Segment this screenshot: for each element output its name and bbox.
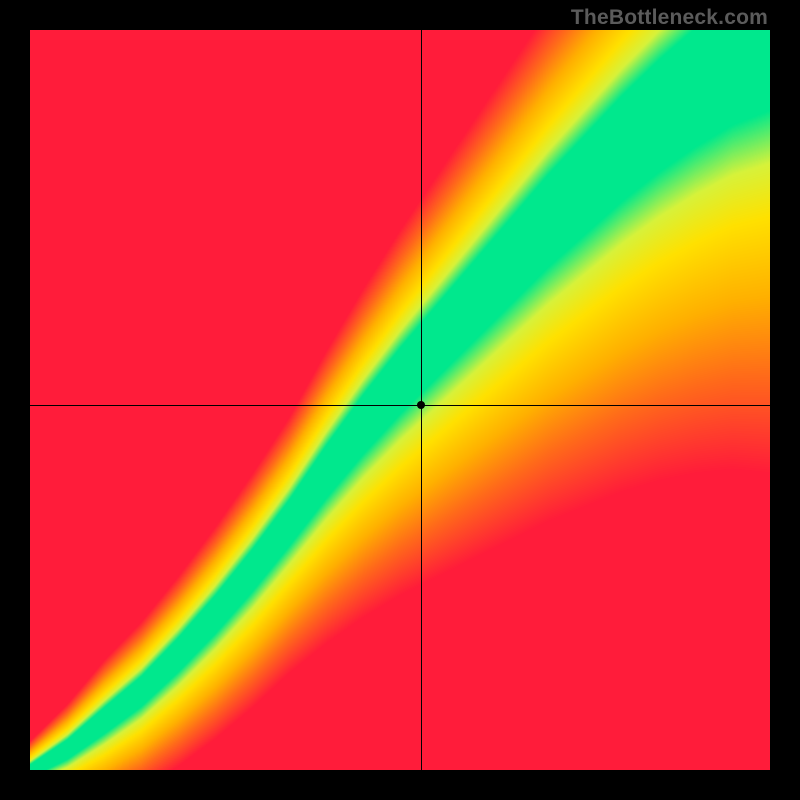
crosshair-horizontal (30, 405, 770, 406)
plot-frame (30, 30, 770, 770)
crosshair-marker (417, 401, 425, 409)
watermark-text: TheBottleneck.com (571, 6, 768, 30)
heatmap-canvas (30, 30, 770, 770)
crosshair-vertical (421, 30, 422, 770)
